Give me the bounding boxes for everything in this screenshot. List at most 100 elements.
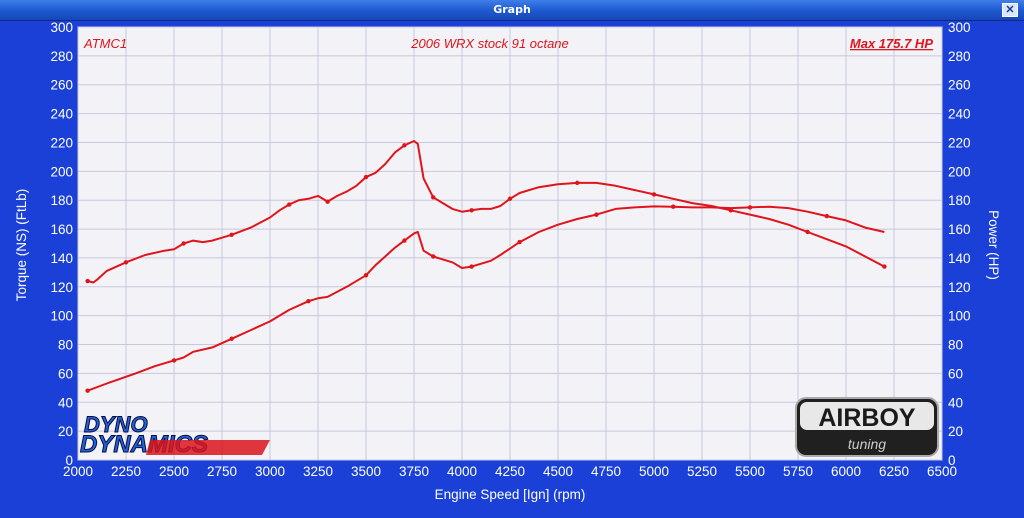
- grid-lines: [77, 26, 943, 461]
- logo-swoosh: [146, 440, 270, 455]
- y2-tick-label: 260: [948, 78, 971, 93]
- x-tick-label: 2250: [111, 464, 141, 479]
- x-tick-label: 3500: [351, 464, 381, 479]
- torque-point: [287, 202, 292, 207]
- torque-point: [229, 232, 234, 238]
- y-tick-label: 200: [50, 164, 73, 179]
- logo-airboy-text: AIRBOY: [818, 404, 916, 432]
- x-tick-label: 3250: [303, 464, 333, 479]
- y-tick-label: 240: [50, 107, 73, 122]
- torque-point: [805, 229, 810, 235]
- dyno-dynamics-logo: DYNO DYNAMICS: [80, 412, 270, 459]
- y2-tick-label: 240: [948, 107, 971, 122]
- x-tick-label: 5750: [783, 464, 813, 479]
- max-power-label: Max 175.7 HP: [850, 36, 933, 51]
- y-tick-label: 100: [50, 309, 73, 324]
- power-point: [517, 239, 522, 245]
- window-titlebar: Graph ✕: [0, 0, 1024, 21]
- x-tick-label: 2500: [159, 464, 189, 479]
- y2-axis-ticks: 0 20 40 60 80 100 120 140 160 180 200 220 240 260 280 3…: [948, 20, 971, 468]
- y2-tick-label: 200: [948, 164, 971, 179]
- y2-tick-label: 40: [948, 395, 963, 410]
- y-tick-label: 60: [58, 366, 73, 381]
- power-point: [824, 213, 829, 219]
- y2-tick-label: 220: [948, 135, 971, 150]
- airboy-logo: AIRBOY tuning: [795, 397, 939, 457]
- y-axis-label: Torque (NS) (FtLb): [14, 189, 29, 302]
- y-tick-label: 300: [50, 20, 73, 35]
- x-tick-label: 2000: [63, 464, 93, 479]
- run-label: ATMC1: [83, 36, 127, 51]
- power-point: [85, 388, 90, 393]
- y-tick-label: 180: [50, 193, 73, 208]
- logo-line1: DYNO: [84, 412, 148, 437]
- window-title: Graph: [493, 3, 531, 16]
- y-axis-ticks: 0 20 40 60 80 100 120 140 160 180 200 220 240 260 280 3…: [50, 20, 73, 468]
- torque-point: [507, 196, 513, 201]
- power-point: [747, 205, 753, 210]
- torque-point: [431, 195, 436, 200]
- x-tick-label: 4250: [495, 464, 525, 479]
- power-point: [469, 264, 474, 269]
- power-point: [402, 238, 407, 243]
- y-tick-label: 80: [58, 338, 73, 353]
- y-tick-label: 140: [50, 251, 73, 266]
- x-tick-label: 5500: [735, 464, 765, 479]
- y-tick-label: 20: [58, 424, 73, 439]
- y-tick-label: 160: [50, 222, 73, 237]
- y-tick-label: 0: [65, 453, 73, 468]
- x-tick-label: 6250: [879, 464, 909, 479]
- torque-point: [123, 260, 129, 265]
- torque-point: [402, 143, 407, 148]
- y-tick-label: 280: [50, 49, 73, 64]
- power-curve: [87, 205, 885, 392]
- chart-title: 2006 WRX stock 91 octane: [410, 36, 569, 51]
- x-tick-label: 3000: [255, 464, 285, 479]
- x-tick-label: 4000: [447, 464, 477, 479]
- y2-axis-label: Power (HP): [986, 210, 1001, 280]
- x-tick-label: 6000: [831, 464, 861, 479]
- torque-point: [181, 241, 186, 246]
- y-tick-label: 40: [58, 395, 73, 410]
- x-tick-label: 3750: [399, 464, 429, 479]
- y-tick-label: 220: [50, 135, 73, 150]
- x-tick-label: 5250: [687, 464, 717, 479]
- logo-top: [800, 402, 934, 430]
- y2-tick-label: 20: [948, 424, 963, 439]
- x-tick-label: 5000: [639, 464, 669, 479]
- y-tick-label: 260: [50, 78, 73, 93]
- x-tick-label: 4750: [591, 464, 621, 479]
- torque-point: [469, 208, 474, 213]
- y2-tick-label: 300: [948, 20, 971, 35]
- x-tick-label: 2750: [207, 464, 237, 479]
- torque-point: [363, 174, 369, 180]
- power-point: [171, 358, 177, 363]
- x-tick-label: 6500: [927, 464, 957, 479]
- power-point: [306, 299, 311, 304]
- y-tick-label: 120: [50, 280, 73, 295]
- logo-tuning-text: tuning: [848, 436, 886, 452]
- torque-curve: [87, 140, 885, 284]
- y2-tick-label: 80: [948, 338, 963, 353]
- torque-point: [882, 264, 887, 269]
- power-point: [229, 336, 234, 341]
- y2-tick-label: 140: [948, 251, 971, 266]
- power-point: [363, 273, 369, 278]
- torque-point: [575, 180, 580, 186]
- y2-tick-label: 160: [948, 222, 971, 237]
- y2-tick-label: 280: [948, 49, 971, 64]
- x-tick-label: 4500: [543, 464, 573, 479]
- y2-tick-label: 100: [948, 309, 971, 324]
- torque-point: [325, 199, 330, 204]
- torque-point: [85, 278, 90, 284]
- power-point: [671, 204, 676, 209]
- curves: [85, 140, 887, 393]
- close-button[interactable]: ✕: [1002, 3, 1018, 17]
- torque-point: [651, 192, 657, 197]
- x-axis-label: Engine Speed [Ign] (rpm): [435, 487, 586, 502]
- y2-tick-label: 180: [948, 193, 971, 208]
- power-point: [431, 254, 436, 259]
- y2-tick-label: 60: [948, 366, 963, 381]
- torque-point: [728, 208, 733, 213]
